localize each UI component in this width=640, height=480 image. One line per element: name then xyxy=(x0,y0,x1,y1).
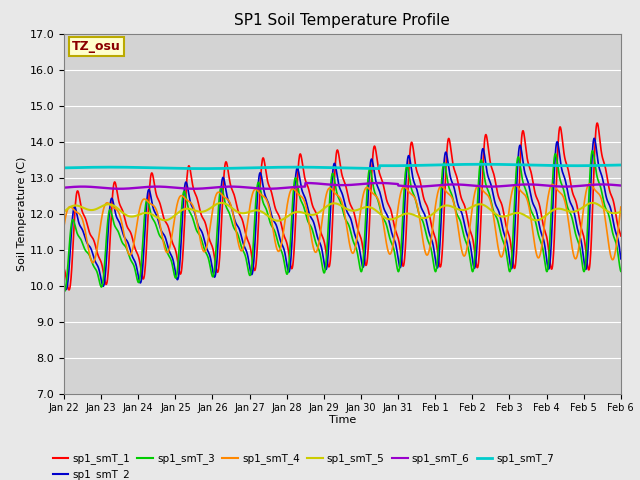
sp1_smT_5 xyxy=(617,209,625,215)
sp1_smT_6 xyxy=(308,180,316,186)
sp1_smT_3 xyxy=(318,263,326,268)
sp1_smT_6 xyxy=(126,185,134,191)
sp1_smT_7 xyxy=(378,163,385,168)
sp1_smT_4 xyxy=(318,217,326,223)
sp1_smT_6 xyxy=(103,185,111,191)
Line: sp1_smT_6: sp1_smT_6 xyxy=(64,183,621,189)
sp1_smT_7 xyxy=(297,164,305,170)
sp1_smT_1 xyxy=(378,175,385,181)
sp1_smT_5 xyxy=(103,202,111,207)
sp1_smT_2 xyxy=(104,240,111,245)
sp1_smT_4 xyxy=(308,239,316,245)
sp1_smT_7 xyxy=(617,162,625,168)
sp1_smT_5 xyxy=(274,218,282,224)
sp1_smT_1 xyxy=(593,120,601,126)
X-axis label: Time: Time xyxy=(329,415,356,425)
sp1_smT_6 xyxy=(60,185,68,191)
sp1_smT_6 xyxy=(116,186,124,192)
sp1_smT_2 xyxy=(591,135,598,141)
sp1_smT_3 xyxy=(104,221,111,227)
sp1_smT_7 xyxy=(477,161,485,167)
sp1_smT_1 xyxy=(308,201,316,207)
Text: TZ_osu: TZ_osu xyxy=(72,40,121,53)
Line: sp1_smT_5: sp1_smT_5 xyxy=(64,203,621,221)
sp1_smT_4 xyxy=(378,208,385,214)
sp1_smT_1 xyxy=(60,265,68,271)
sp1_smT_2 xyxy=(297,181,305,187)
sp1_smT_3 xyxy=(589,148,596,154)
sp1_smT_7 xyxy=(126,165,134,170)
Legend: sp1_smT_1, sp1_smT_2, sp1_smT_3, sp1_smT_4, sp1_smT_5, sp1_smT_6, sp1_smT_7: sp1_smT_1, sp1_smT_2, sp1_smT_3, sp1_smT… xyxy=(49,449,559,480)
sp1_smT_7 xyxy=(308,164,316,170)
Line: sp1_smT_3: sp1_smT_3 xyxy=(64,151,621,291)
sp1_smT_3 xyxy=(617,268,625,274)
sp1_smT_2 xyxy=(126,246,134,252)
sp1_smT_2 xyxy=(62,287,70,292)
sp1_smT_7 xyxy=(200,166,207,171)
sp1_smT_5 xyxy=(378,212,385,218)
sp1_smT_6 xyxy=(297,184,305,190)
sp1_smT_2 xyxy=(318,248,326,254)
sp1_smT_7 xyxy=(103,164,111,170)
sp1_smT_4 xyxy=(60,224,68,229)
sp1_smT_2 xyxy=(378,195,385,201)
sp1_smT_3 xyxy=(297,197,305,203)
sp1_smT_5 xyxy=(308,212,316,218)
sp1_smT_1 xyxy=(65,287,73,293)
sp1_smT_1 xyxy=(104,276,111,282)
sp1_smT_6 xyxy=(378,180,385,186)
sp1_smT_6 xyxy=(617,183,625,189)
sp1_smT_4 xyxy=(89,260,97,265)
sp1_smT_5 xyxy=(589,200,596,206)
sp1_smT_5 xyxy=(318,207,326,213)
Y-axis label: Soil Temperature (C): Soil Temperature (C) xyxy=(17,156,27,271)
sp1_smT_2 xyxy=(308,216,316,222)
sp1_smT_2 xyxy=(60,280,68,286)
sp1_smT_4 xyxy=(126,252,134,258)
sp1_smT_5 xyxy=(60,209,68,215)
sp1_smT_1 xyxy=(318,233,326,239)
sp1_smT_3 xyxy=(378,210,385,216)
sp1_smT_6 xyxy=(319,181,326,187)
sp1_smT_7 xyxy=(318,165,326,170)
sp1_smT_5 xyxy=(126,214,134,219)
sp1_smT_4 xyxy=(586,181,593,187)
sp1_smT_1 xyxy=(297,151,305,157)
sp1_smT_4 xyxy=(297,193,305,199)
Line: sp1_smT_4: sp1_smT_4 xyxy=(64,184,621,263)
Title: SP1 Soil Temperature Profile: SP1 Soil Temperature Profile xyxy=(234,13,451,28)
sp1_smT_3 xyxy=(126,256,134,262)
sp1_smT_1 xyxy=(617,233,625,239)
sp1_smT_3 xyxy=(60,288,68,294)
Line: sp1_smT_1: sp1_smT_1 xyxy=(64,123,621,290)
sp1_smT_6 xyxy=(301,180,309,186)
Line: sp1_smT_2: sp1_smT_2 xyxy=(64,138,621,289)
sp1_smT_4 xyxy=(617,204,625,210)
sp1_smT_4 xyxy=(104,200,111,206)
sp1_smT_5 xyxy=(297,209,305,215)
sp1_smT_3 xyxy=(61,288,68,294)
sp1_smT_2 xyxy=(617,256,625,262)
sp1_smT_3 xyxy=(308,227,316,232)
sp1_smT_7 xyxy=(60,165,68,171)
Line: sp1_smT_7: sp1_smT_7 xyxy=(64,164,621,168)
sp1_smT_1 xyxy=(126,228,134,234)
